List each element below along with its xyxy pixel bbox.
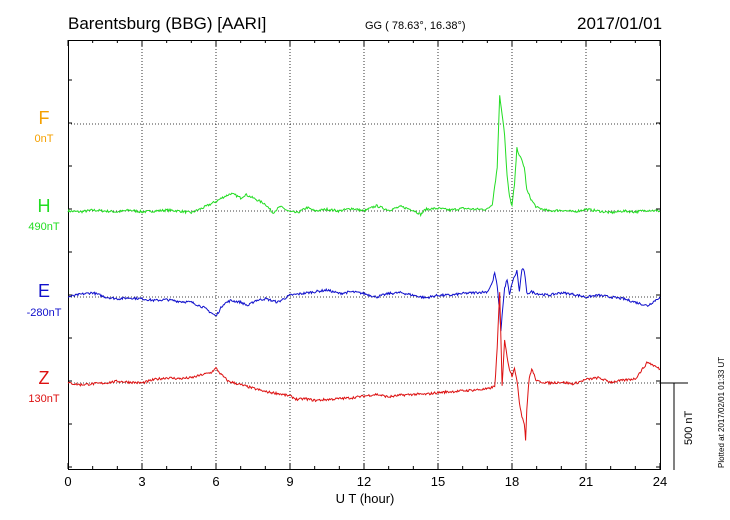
station-title: Barentsburg (BBG) [AARI] [68,14,266,33]
series-line-H [67,95,661,218]
baseline-label-F: 0nT [35,133,54,145]
x-tick-label: 21 [579,474,593,489]
baseline-label-E: -280nT [27,307,62,319]
channel-label-H: H [38,196,51,216]
grid-lines [68,40,660,469]
x-tick-label: 9 [286,474,293,489]
x-tick-labels: 0 3 6 9 12 15 18 21 24 [64,474,667,489]
x-tick-label: 18 [505,474,519,489]
x-tick-label: 6 [212,474,219,489]
plot-date: 2017/01/01 [577,14,662,33]
baseline-label-Z: 130nT [28,393,59,405]
channel-label-F: F [39,108,50,128]
x-tick-label: 12 [357,474,371,489]
axis-ticks [67,40,661,469]
x-tick-label: 0 [64,474,71,489]
x-tick-label: 3 [138,474,145,489]
series-line-Z [67,292,661,441]
series-line-E [67,268,661,332]
plotted-note: Plotted at 2017/02/01 01:33 UT [717,357,726,468]
baseline-label-H: 490nT [28,221,59,233]
station-coords: GG ( 78.63°, 16.38°) [365,20,466,32]
scale-bar-label: 500 nT [683,410,695,445]
x-tick-label: 24 [653,474,667,489]
x-tick-label: 15 [431,474,445,489]
channel-label-E: E [38,281,50,301]
x-axis-label: U T (hour) [336,491,395,506]
series-traces [67,95,661,441]
channel-label-Z: Z [39,368,50,388]
plot-frame [68,40,661,470]
